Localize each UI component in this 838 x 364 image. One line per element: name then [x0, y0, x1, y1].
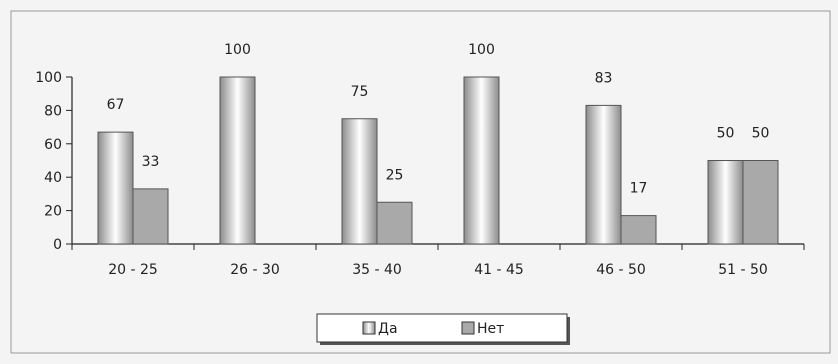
y-tick-label: 0 — [53, 237, 62, 253]
bar-net — [376, 201, 413, 245]
y-tick-label: 40 — [44, 170, 62, 186]
bar-da — [97, 131, 134, 245]
legend-swatch-da — [362, 321, 376, 335]
bar-da — [463, 76, 500, 245]
y-tick-label: 20 — [44, 204, 62, 220]
legend-box — [316, 313, 568, 343]
y-tick-label: 80 — [44, 103, 62, 119]
x-tick-label: 51 - 50 — [718, 262, 768, 278]
y-tick-label: 100 — [35, 70, 62, 86]
x-tick-label: 20 - 25 — [108, 262, 158, 278]
bar-da — [707, 160, 744, 245]
data-label: 33 — [142, 154, 160, 170]
legend: Да Нет — [316, 313, 570, 345]
bar-da — [219, 76, 256, 245]
legend-label-da: Да — [378, 321, 398, 337]
legend-swatch-net — [461, 321, 475, 335]
x-tick-label: 35 - 40 — [352, 262, 402, 278]
x-tick-label: 26 - 30 — [230, 262, 280, 278]
data-label: 67 — [107, 97, 125, 113]
plot-area: 0 20 40 60 80 100 20 - 25 67 33 26 - 30 100 35 - 40… — [35, 42, 805, 278]
data-label: 50 — [717, 126, 735, 142]
bar-da — [585, 104, 622, 245]
data-label: 17 — [630, 181, 648, 197]
legend-label-net: Нет — [477, 321, 504, 337]
bar-net — [132, 188, 169, 245]
bar-net — [620, 215, 657, 245]
data-label: 25 — [386, 167, 404, 183]
bar-da — [341, 118, 378, 245]
y-tick-label: 60 — [44, 137, 62, 153]
x-tick-label: 46 - 50 — [596, 262, 646, 278]
x-tick-label: 41 - 45 — [474, 262, 524, 278]
data-label: 75 — [351, 84, 369, 100]
data-label: 83 — [595, 70, 613, 86]
data-label: 100 — [224, 42, 251, 58]
chart-outer-frame — [10, 10, 831, 354]
bar-net — [742, 160, 779, 245]
data-label: 100 — [468, 42, 495, 58]
data-label: 50 — [752, 126, 770, 142]
